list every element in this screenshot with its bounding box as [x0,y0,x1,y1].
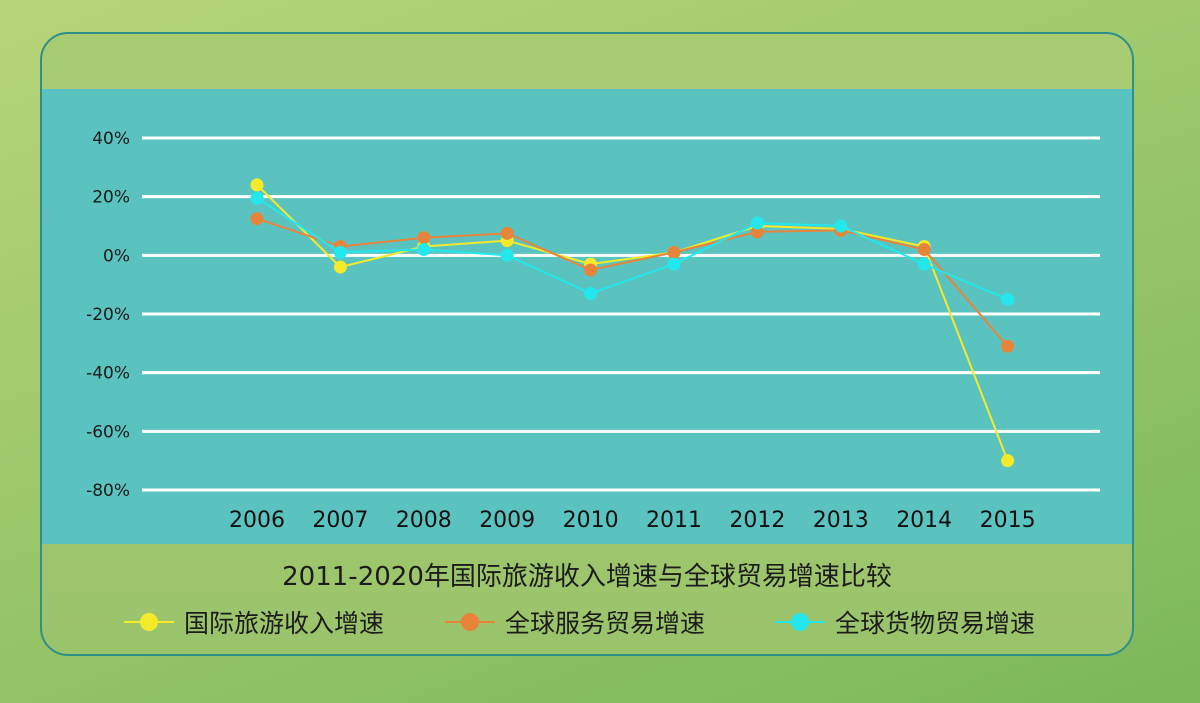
y-axis-ticks: 40% 20% 0% -20% -40% -60% -80% [86,129,130,501]
legend-swatch [124,612,174,632]
data-point [584,263,598,277]
legend-item-goods: 全球货物贸易增速 [775,602,1035,642]
data-point [667,245,681,259]
x-tick-label: 2013 [813,508,869,533]
data-point [417,231,431,245]
series-lines [250,178,1015,468]
series-1 [250,212,1015,353]
x-tick-label: 2007 [312,508,368,533]
data-point [750,216,764,230]
data-point [500,248,514,262]
series-line [256,197,1008,301]
x-tick-label: 2012 [729,508,785,533]
y-tick-label: 40% [92,129,130,149]
legend-marker [791,613,809,631]
legend-swatch [445,612,495,632]
data-point [250,191,264,205]
plot-background [42,89,1132,544]
legend-item-tourism: 国际旅游收入增速 [124,602,384,642]
data-point [917,242,931,256]
series-line [256,217,1009,347]
x-tick-label: 2011 [646,508,702,533]
data-point [1001,454,1015,468]
x-tick-label: 2009 [479,508,535,533]
y-tick-label: -40% [86,364,130,384]
y-tick-label: -60% [86,422,130,442]
data-point [333,245,347,259]
y-tick-label: 0% [103,246,130,266]
legend-marker [140,613,158,631]
legend-item-services: 全球服务贸易增速 [445,602,705,642]
data-point [917,257,931,271]
legend-label: 全球服务贸易增速 [505,609,706,638]
x-tick-label: 2014 [896,508,952,533]
legend-label: 国际旅游收入增速 [184,609,385,638]
legend: 国际旅游收入增速 全球服务贸易增速 全球货物贸易增速 [42,602,1132,642]
x-axis-ticks: 2006 2007 2008 2009 2010 2011 2012 2013 2014 2015 [229,508,1036,533]
data-point [333,260,347,274]
x-tick-label: 2006 [229,508,285,533]
series-line [256,184,1009,462]
chart-title: 2011-2020年国际旅游收入增速与全球贸易增速比较 [282,562,892,592]
series-2 [250,191,1015,306]
y-tick-label: -20% [86,305,130,325]
x-tick-label: 2008 [396,508,452,533]
data-point [584,286,598,300]
data-point [834,219,848,233]
x-tick-label: 2015 [980,508,1036,533]
series-0 [250,178,1015,468]
data-point [250,178,264,192]
data-point [417,242,431,256]
data-point [500,226,514,240]
data-point [1001,292,1015,306]
data-point [667,257,681,271]
legend-label: 全球货物贸易增速 [835,609,1036,638]
y-tick-label: 20% [92,188,130,208]
grid-lines [142,136,1100,492]
data-point [250,212,264,226]
line-chart: 40%20%0%-20%-40%-60%-80% 2006 2007 2008 200… [86,129,1100,533]
legend-marker [461,613,479,631]
data-point [1001,339,1015,353]
y-tick-label: -80% [86,481,130,501]
legend-swatch [775,612,825,632]
x-tick-label: 2010 [563,508,619,533]
chart-card: 40% 20% 0% -20% -40% -60% -80% 2006 2007 2008 200… [40,32,1134,656]
